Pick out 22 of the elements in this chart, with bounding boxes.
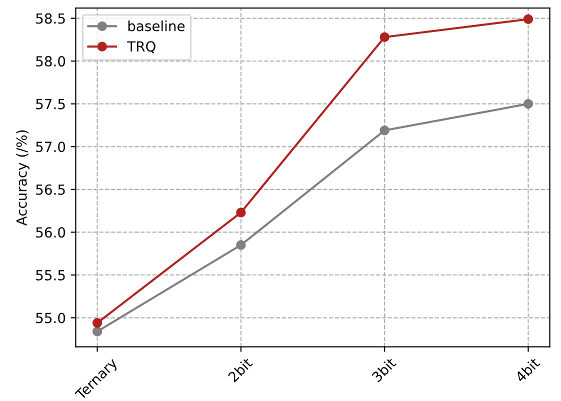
point [523, 98, 534, 109]
y-tick-label: 58.0 [36, 56, 66, 67]
y-axis-title: Accuracy (/%) [16, 130, 30, 226]
y-tick-label: 57.5 [36, 99, 65, 110]
x-tick-label: 3bit [371, 356, 397, 382]
y-tick-label: 58.5 [36, 13, 65, 24]
y-tick-label: 56.0 [36, 227, 66, 238]
legend-label: baseline [128, 20, 185, 32]
point [92, 326, 102, 336]
legend-label: TRQ [127, 41, 156, 54]
y-tick-label: 57.0 [36, 142, 66, 152]
point [236, 240, 246, 250]
y-tick-label: 55.5 [36, 270, 65, 280]
point [523, 14, 534, 24]
x-tick-label: 4bit [514, 356, 540, 383]
point [236, 208, 246, 218]
point [380, 126, 390, 136]
point [380, 32, 390, 42]
y-tick-label: 56.5 [36, 184, 65, 195]
point [92, 318, 102, 328]
x-tick-label: 2bit [227, 356, 254, 383]
y-tick-label: 55.0 [36, 312, 66, 324]
